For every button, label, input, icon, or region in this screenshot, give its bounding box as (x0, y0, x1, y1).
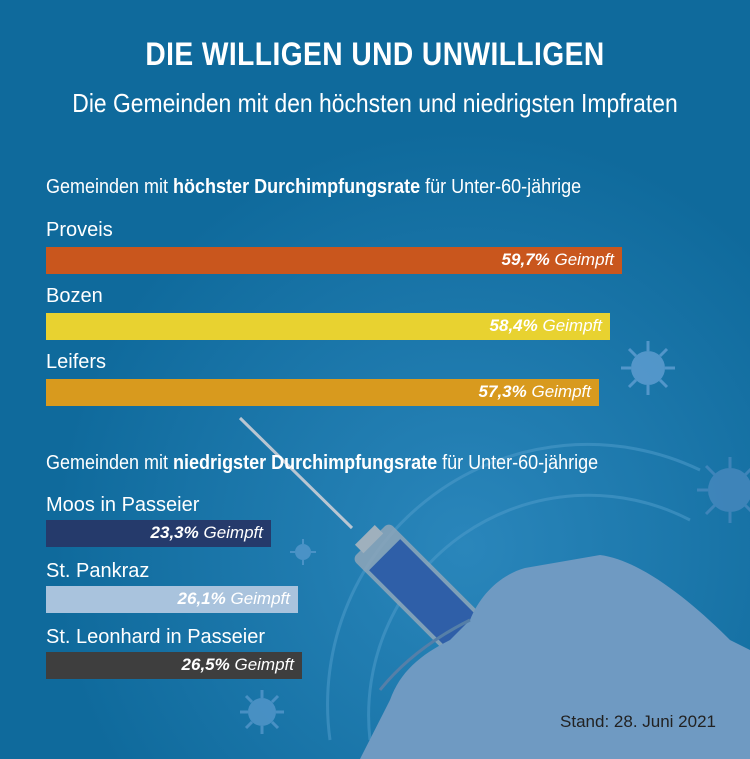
bar-value-label: 59,7% Geimpft (501, 250, 614, 269)
bar-value-label: 58,4% Geimpft (489, 316, 602, 335)
virus-icon (240, 539, 316, 734)
bar: 26,1% Geimpft (46, 586, 298, 613)
bar: 26,5% Geimpft (46, 652, 302, 679)
glove-icon (360, 555, 750, 759)
chart-subtitle: Die Gemeinden mit den höchsten und niedr… (72, 88, 678, 118)
bar: 23,3% Geimpft (46, 520, 271, 547)
bar-category-label: Moos in Passeier (46, 494, 200, 516)
bar-category-label: Proveis (46, 219, 113, 241)
bar: 58,4% Geimpft (46, 313, 610, 340)
section-heading-low: Gemeinden mit niedrigster Durchimpfungsr… (46, 452, 599, 474)
bar-value-label: 26,1% Geimpft (177, 589, 290, 608)
bar-value-label: 57,3% Geimpft (478, 382, 591, 401)
bar: 57,3% Geimpft (46, 379, 599, 406)
bar-value-label: 26,5% Geimpft (181, 655, 294, 674)
background-arcs (326, 442, 701, 741)
virus-icon (697, 457, 750, 523)
bar-category-label: St. Leonhard in Passeier (46, 626, 266, 648)
chart-title: DIE WILLIGEN UND UNWILLIGEN (145, 36, 605, 72)
bar-category-label: Bozen (46, 285, 103, 307)
bar: 59,7% Geimpft (46, 247, 622, 274)
section-heading-high: Gemeinden mit höchster Durchimpfungsrate… (46, 176, 582, 198)
virus-icon (621, 341, 675, 395)
date-note: Stand: 28. Juni 2021 (560, 712, 716, 731)
bar-value-label: 23,3% Geimpft (150, 523, 263, 542)
bar-category-label: Leifers (46, 351, 107, 373)
bar-category-label: St. Pankraz (46, 560, 150, 582)
